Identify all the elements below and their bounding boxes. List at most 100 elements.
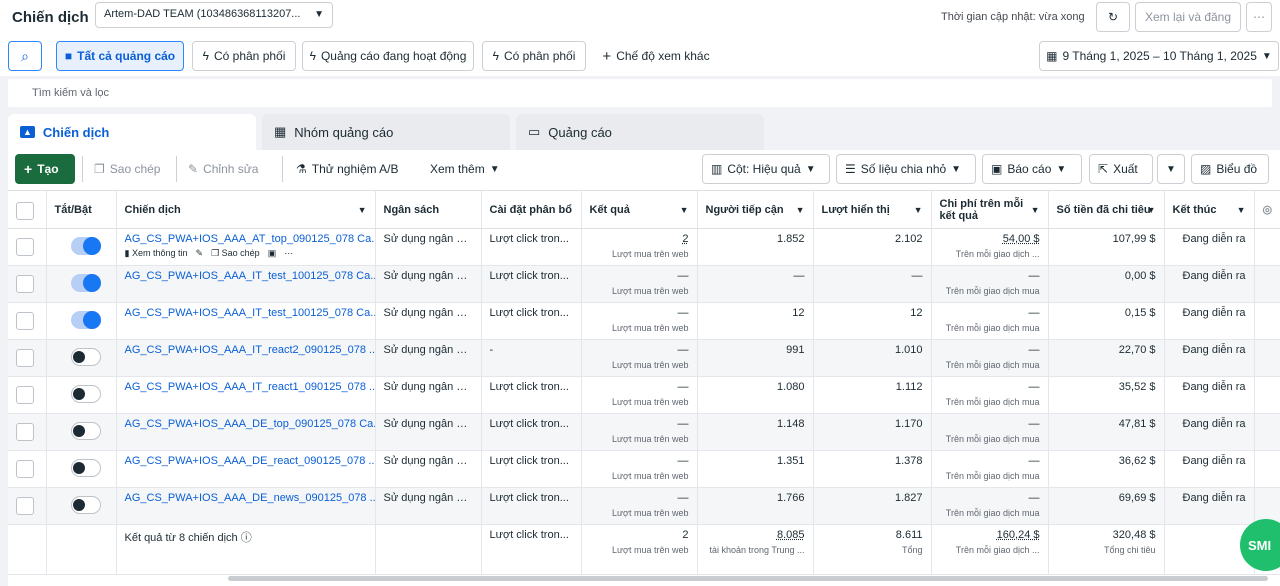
budget-cell[interactable]: Sử dụng ngân sá... bbox=[375, 413, 482, 451]
bid-strategy-cell[interactable]: - bbox=[481, 339, 582, 377]
col-bid-strategy[interactable]: Cài đặt phân bổ bbox=[481, 190, 582, 229]
row-toggle-cell[interactable] bbox=[46, 487, 117, 525]
tab-ad-sets[interactable]: ▦ Nhóm quảng cáo bbox=[262, 114, 510, 150]
campaign-name-cell[interactable]: AG_CS_PWA+IOS_AAA_DE_news_090125_078 ... bbox=[116, 487, 376, 525]
duplicate-button[interactable]: ❐ Sao chép bbox=[86, 154, 168, 184]
bid-strategy-cell[interactable]: Lượt click tron... bbox=[481, 450, 582, 488]
create-button[interactable]: + Tạo bbox=[15, 154, 75, 184]
campaign-name-cell[interactable]: AG_CS_PWA+IOS_AAA_IT_test_100125_078 Ca.… bbox=[116, 302, 376, 340]
row-toggle-cell[interactable] bbox=[46, 228, 117, 266]
budget-cell[interactable]: Sử dụng ngân sá... bbox=[375, 450, 482, 488]
bid-strategy-cell[interactable]: Lượt click tron... bbox=[481, 265, 582, 303]
table-row[interactable]: AG_CS_PWA+IOS_AAA_IT_test_100125_078 Ca.… bbox=[8, 265, 1280, 303]
row-toggle-cell[interactable] bbox=[46, 450, 117, 488]
sort-icon[interactable]: ▼ bbox=[357, 205, 367, 215]
sort-icon[interactable]: ▼ bbox=[1146, 205, 1156, 215]
budget-cell[interactable]: Sử dụng ngân sá... bbox=[375, 302, 482, 340]
row-checkbox[interactable] bbox=[16, 386, 34, 404]
edit-icon[interactable]: ✎ bbox=[195, 248, 204, 258]
budget-cell[interactable]: Sử dụng ngân sá... bbox=[375, 487, 482, 525]
row-checkbox[interactable] bbox=[16, 349, 34, 367]
select-all-checkbox[interactable] bbox=[16, 201, 34, 220]
row-checkbox[interactable] bbox=[16, 497, 34, 515]
edit-button[interactable]: ✎ Chỉnh sửa bbox=[180, 154, 266, 184]
cpr-value[interactable]: 54,00 $ bbox=[1002, 233, 1040, 245]
campaign-toggle[interactable] bbox=[70, 274, 101, 292]
row-checkbox-cell[interactable] bbox=[8, 450, 47, 488]
row-checkbox[interactable] bbox=[16, 312, 34, 330]
row-toggle-cell[interactable] bbox=[46, 376, 117, 414]
col-cost-per-result[interactable]: Chi phí trên mỗi kết quả ▼ bbox=[931, 190, 1049, 229]
col-settings[interactable]: ◎ bbox=[1254, 190, 1280, 229]
export-button[interactable]: ⇱ Xuất bbox=[1089, 154, 1153, 184]
horizontal-scrollbar[interactable] bbox=[228, 576, 1268, 581]
breakdown-button[interactable]: ☰ Số liệu chia nhỏ ▼ bbox=[836, 154, 976, 184]
tab-ads[interactable]: ▭ Quảng cáo bbox=[516, 114, 764, 150]
more-options-button[interactable]: ⋯ bbox=[1246, 2, 1272, 32]
more-button[interactable]: Xem thêm ▼ bbox=[422, 154, 508, 184]
date-range-picker[interactable]: ▦ 9 Tháng 1, 2025 – 10 Tháng 1, 2025 ▼ bbox=[1039, 41, 1279, 71]
refresh-button[interactable]: ↻ bbox=[1096, 2, 1130, 32]
row-checkbox-cell[interactable] bbox=[8, 376, 47, 414]
budget-cell[interactable]: Sử dụng ngân sá... bbox=[375, 228, 482, 266]
search-button[interactable]: ⌕ bbox=[8, 41, 42, 71]
budget-cell[interactable]: Sử dụng ngân sá... bbox=[375, 376, 482, 414]
other-views-button[interactable]: + Chế độ xem khác bbox=[596, 41, 716, 71]
tab-campaigns[interactable]: ▲ Chiến dịch bbox=[8, 114, 256, 150]
campaign-toggle[interactable] bbox=[70, 348, 101, 366]
campaign-name-cell[interactable]: AG_CS_PWA+IOS_AAA_IT_react2_090125_078 .… bbox=[116, 339, 376, 377]
bid-strategy-cell[interactable]: Lượt click tron... bbox=[481, 487, 582, 525]
filter-has-delivery-2[interactable]: ϟ Có phân phối bbox=[482, 41, 586, 71]
campaign-name-link[interactable]: AG_CS_PWA+IOS_AAA_DE_top_090125_078 Ca..… bbox=[124, 418, 375, 430]
account-selector[interactable]: Artem-DAD TEAM (103486368113207... ▼ bbox=[95, 2, 333, 28]
filter-active-ads[interactable]: ϟ Quảng cáo đang hoạt động bbox=[302, 41, 474, 71]
campaign-toggle[interactable] bbox=[70, 459, 101, 477]
more-icon[interactable]: ⋯ bbox=[284, 248, 294, 258]
select-all-header[interactable] bbox=[8, 190, 47, 229]
campaign-name-link[interactable]: AG_CS_PWA+IOS_AAA_IT_test_100125_078 Ca.… bbox=[124, 270, 375, 282]
row-toggle-cell[interactable] bbox=[46, 265, 117, 303]
sort-icon[interactable]: ▼ bbox=[795, 205, 805, 215]
campaign-name-link[interactable]: AG_CS_PWA+IOS_AAA_DE_react_090125_078 ..… bbox=[124, 455, 375, 467]
budget-cell[interactable]: Sử dụng ngân sá... bbox=[375, 339, 482, 377]
col-campaign[interactable]: Chiến dịch ▼ bbox=[116, 190, 376, 229]
table-row[interactable]: AG_CS_PWA+IOS_AAA_AT_top_090125_078 Ca..… bbox=[8, 228, 1280, 266]
row-checkbox-cell[interactable] bbox=[8, 339, 47, 377]
budget-cell[interactable]: Sử dụng ngân sá... bbox=[375, 265, 482, 303]
col-ends[interactable]: Kết thúc ▼ bbox=[1164, 190, 1255, 229]
campaign-name-link[interactable]: AG_CS_PWA+IOS_AAA_IT_react2_090125_078 .… bbox=[124, 344, 375, 356]
campaign-name-link[interactable]: AG_CS_PWA+IOS_AAA_IT_react1_090125_078 .… bbox=[124, 381, 375, 393]
campaign-toggle[interactable] bbox=[70, 385, 101, 403]
col-impressions[interactable]: Lượt hiển thị ▼ bbox=[813, 190, 932, 229]
campaign-name-cell[interactable]: AG_CS_PWA+IOS_AAA_AT_top_090125_078 Ca..… bbox=[116, 228, 376, 266]
table-row[interactable]: AG_CS_PWA+IOS_AAA_DE_news_090125_078 ...… bbox=[8, 487, 1280, 525]
col-reach[interactable]: Người tiếp cận ▼ bbox=[697, 190, 814, 229]
ab-test-button[interactable]: ⚗ Thử nghiệm A/B bbox=[288, 154, 407, 184]
col-amount-spent[interactable]: Số tiền đã chi tiêu ▼ bbox=[1048, 190, 1165, 229]
bid-strategy-cell[interactable]: Lượt click tron... bbox=[481, 376, 582, 414]
row-checkbox[interactable] bbox=[16, 423, 34, 441]
sort-icon[interactable]: ▼ bbox=[1030, 205, 1040, 215]
row-checkbox-cell[interactable] bbox=[8, 302, 47, 340]
sort-icon[interactable]: ▼ bbox=[1236, 205, 1246, 215]
bid-strategy-cell[interactable]: Lượt click tron... bbox=[481, 302, 582, 340]
row-toggle-cell[interactable] bbox=[46, 413, 117, 451]
table-row[interactable]: AG_CS_PWA+IOS_AAA_IT_react2_090125_078 .… bbox=[8, 339, 1280, 377]
row-toggle-cell[interactable] bbox=[46, 302, 117, 340]
row-checkbox-cell[interactable] bbox=[8, 487, 47, 525]
campaign-toggle[interactable] bbox=[70, 237, 101, 255]
row-checkbox[interactable] bbox=[16, 460, 34, 478]
columns-button[interactable]: ▥ Cột: Hiệu quả ▼ bbox=[702, 154, 830, 184]
row-toggle-cell[interactable] bbox=[46, 339, 117, 377]
col-results[interactable]: Kết quả ▼ bbox=[581, 190, 698, 229]
copy-action[interactable]: ❐ Sao chép bbox=[211, 248, 260, 259]
table-row[interactable]: AG_CS_PWA+IOS_AAA_DE_top_090125_078 Ca..… bbox=[8, 413, 1280, 451]
row-checkbox-cell[interactable] bbox=[8, 228, 47, 266]
image-icon[interactable]: ▣ bbox=[267, 248, 277, 258]
table-row[interactable]: AG_CS_PWA+IOS_AAA_DE_react_090125_078 ..… bbox=[8, 450, 1280, 488]
bid-strategy-cell[interactable]: Lượt click tron... bbox=[481, 228, 582, 266]
reports-button[interactable]: ▣ Báo cáo ▼ bbox=[982, 154, 1082, 184]
col-budget[interactable]: Ngân sách bbox=[375, 190, 482, 229]
sort-icon[interactable]: ▼ bbox=[913, 205, 923, 215]
campaign-name-cell[interactable]: AG_CS_PWA+IOS_AAA_DE_top_090125_078 Ca..… bbox=[116, 413, 376, 451]
